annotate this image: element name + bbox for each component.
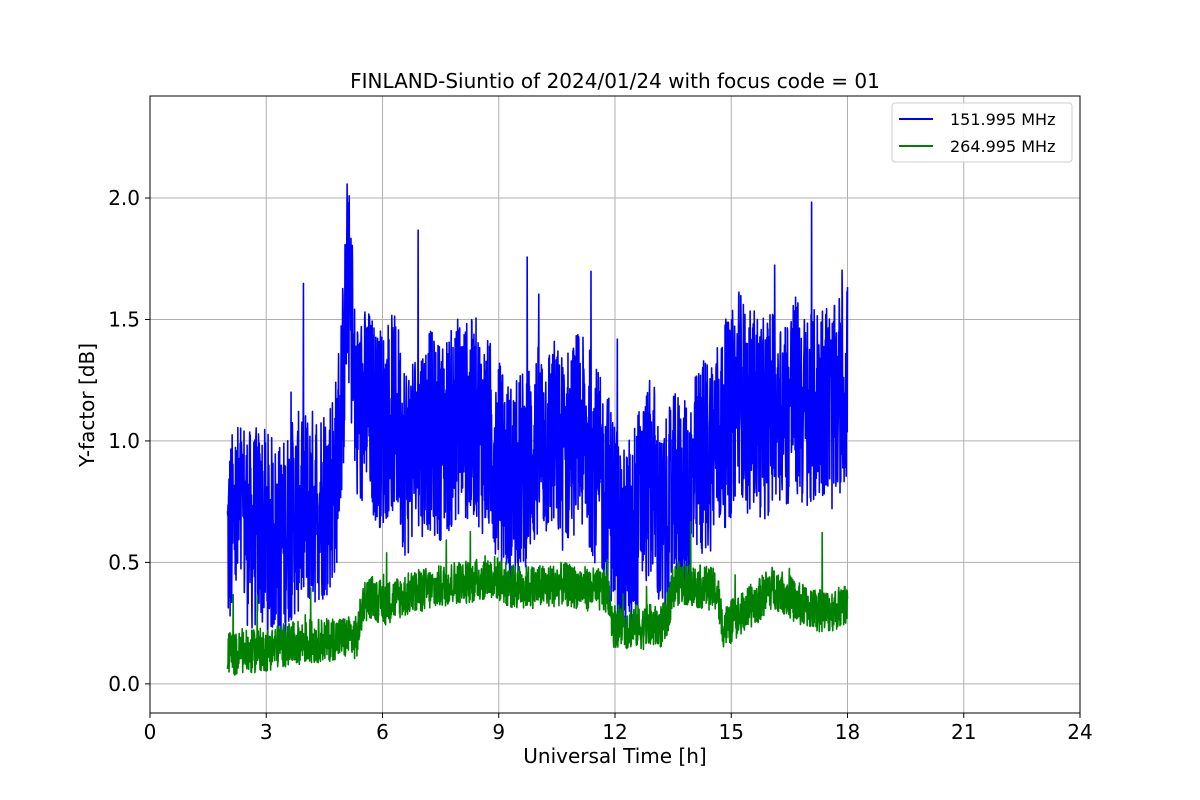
legend-label-264-mhz: 264.995 MHz <box>950 137 1055 156</box>
x-tick-label: 15 <box>719 720 744 744</box>
y-axis-ticks: 0.0 0.5 1.0 1.5 2.0 <box>108 186 150 696</box>
y-tick-label: 2.0 <box>108 186 140 210</box>
x-axis-ticks: 0 3 6 9 12 15 18 21 24 <box>144 713 1093 744</box>
series-line-1 <box>226 520 849 676</box>
x-tick-label: 21 <box>951 720 976 744</box>
y-tick-label: 0.5 <box>108 550 140 574</box>
legend: 151.995 MHz 264.995 MHz <box>891 102 1073 163</box>
y-tick-label: 1.0 <box>108 429 140 453</box>
x-tick-label: 9 <box>492 720 505 744</box>
y-axis-label: Y-factor [dB] <box>75 343 99 468</box>
y-tick-label: 1.5 <box>108 307 140 331</box>
x-tick-label: 24 <box>1067 720 1092 744</box>
x-tick-label: 12 <box>602 720 627 744</box>
chart-title: FINLAND-Siuntio of 2024/01/24 with focus… <box>350 69 880 93</box>
legend-label-151-mhz: 151.995 MHz <box>950 110 1055 129</box>
x-tick-label: 3 <box>260 720 273 744</box>
legend-box <box>891 102 1073 163</box>
x-tick-label: 0 <box>144 720 157 744</box>
series-line-0 <box>226 183 849 639</box>
x-tick-label: 6 <box>376 720 389 744</box>
y-tick-label: 0.0 <box>108 672 140 696</box>
x-axis-label: Universal Time [h] <box>523 744 706 768</box>
plot-area <box>226 183 849 676</box>
series-layer <box>226 183 849 676</box>
x-tick-label: 18 <box>835 720 860 744</box>
